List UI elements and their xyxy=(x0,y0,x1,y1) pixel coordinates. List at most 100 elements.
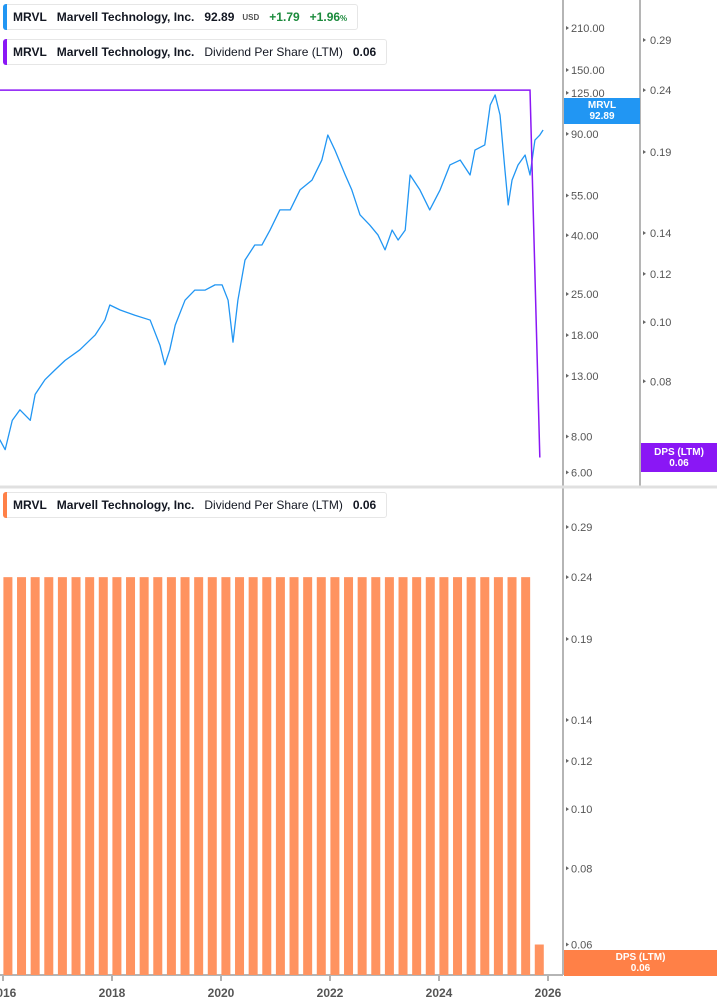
legend-company: Marvell Technology, Inc. xyxy=(56,10,195,24)
tick-marker xyxy=(566,758,569,763)
tick-marker xyxy=(566,68,569,73)
legend-dps-value: 0.06 xyxy=(352,45,377,59)
legend-color-dps xyxy=(3,39,7,65)
dps-tick-label: 0.14 xyxy=(650,228,671,240)
change-pct-value: +1.96 xyxy=(309,10,341,24)
dps-bar xyxy=(357,577,367,975)
tick-marker xyxy=(566,717,569,722)
dps-bar xyxy=(44,577,54,975)
x-tick-label: 2022 xyxy=(317,986,344,1000)
dps-bar xyxy=(153,577,163,975)
dps-tag-label: DPS (LTM) xyxy=(615,952,666,963)
legend-color-price xyxy=(3,4,7,30)
legend-ticker: MRVL xyxy=(13,498,47,512)
legend-currency: USD xyxy=(242,12,260,22)
dps-tick-label: 0.12 xyxy=(650,269,671,281)
plot-area xyxy=(0,89,544,458)
tick-marker xyxy=(643,150,646,155)
bar-axis-tick-label: 0.08 xyxy=(571,863,592,875)
price-tick-label: 8.00 xyxy=(571,431,592,443)
x-tick-label: 2026 xyxy=(535,986,562,1000)
dps-bar xyxy=(480,577,490,975)
dps-bar xyxy=(303,577,313,975)
legend-company: Marvell Technology, Inc. xyxy=(56,498,195,512)
legend-ticker: MRVL xyxy=(13,10,47,24)
bar-axis-tick-label: 0.14 xyxy=(571,715,592,727)
tick-marker xyxy=(643,271,646,276)
dps-bar xyxy=(316,577,326,975)
tick-marker xyxy=(566,90,569,95)
tick-marker xyxy=(566,292,569,297)
price-tick-label: 210.00 xyxy=(571,23,605,35)
x-tick-label: 2024 xyxy=(426,986,453,1000)
dps-bar xyxy=(466,577,476,975)
price-tick-label: 125.00 xyxy=(571,88,605,100)
pct-sign: % xyxy=(340,14,348,23)
legend-dps-value: 0.06 xyxy=(352,498,377,512)
bar-axis-tick-label: 0.06 xyxy=(571,940,592,952)
tick-marker xyxy=(566,866,569,871)
tick-marker xyxy=(643,379,646,384)
tick-marker xyxy=(566,193,569,198)
dps-bar xyxy=(57,577,67,975)
price-tick-label: 6.00 xyxy=(571,467,592,479)
x-tick-label: 2016 xyxy=(0,986,17,1000)
tick-marker xyxy=(566,807,569,812)
tick-marker xyxy=(566,333,569,338)
price-tag: MRVL 92.89 xyxy=(564,98,640,124)
bar-axis-tick-label: 0.29 xyxy=(571,522,592,534)
price-tag-label: MRVL xyxy=(587,100,617,111)
dps-bar xyxy=(330,577,340,975)
dps-tick-label: 0.29 xyxy=(650,35,671,47)
price-tick-label: 55.00 xyxy=(571,190,599,202)
legend-company: Marvell Technology, Inc. xyxy=(56,45,195,59)
dps-bar xyxy=(194,577,204,975)
legend-metric: Dividend Per Share (LTM) xyxy=(204,498,343,512)
dps-tick-label: 0.10 xyxy=(650,317,671,329)
dps-bar xyxy=(180,577,190,975)
dps-bar xyxy=(289,577,299,975)
legend-metric: Dividend Per Share (LTM) xyxy=(204,45,343,59)
tick-marker xyxy=(566,233,569,238)
legend-dps-bottom[interactable]: MRVL Marvell Technology, Inc. Dividend P… xyxy=(3,492,388,518)
price-tick-label: 25.00 xyxy=(571,289,599,301)
dps-bar xyxy=(493,577,503,975)
dps-bar xyxy=(235,577,245,975)
dps-bar xyxy=(207,577,217,975)
tick-marker xyxy=(566,942,569,947)
dps-bar xyxy=(398,577,408,975)
dps-tag-bottom: DPS (LTM) 0.06 xyxy=(564,950,717,976)
price-tick-label: 13.00 xyxy=(571,371,599,383)
price-tick-label: 18.00 xyxy=(571,330,599,342)
price-tick-label: 40.00 xyxy=(571,230,599,242)
dps-bar xyxy=(85,577,95,975)
dps-bar xyxy=(221,577,231,975)
legend-price[interactable]: MRVL Marvell Technology, Inc. 92.89 USD … xyxy=(3,4,359,30)
tick-marker xyxy=(566,434,569,439)
dps-tag-value: 0.06 xyxy=(669,457,689,469)
x-tick-label: 2020 xyxy=(208,986,235,1000)
dps-bar xyxy=(534,944,544,975)
dps-bar xyxy=(507,577,517,975)
legend-change-pct: +1.96% xyxy=(310,10,348,24)
price-line xyxy=(0,94,544,451)
dps-bar xyxy=(371,577,381,975)
legend-change: +1.79 xyxy=(269,10,300,24)
dps-line xyxy=(0,89,541,458)
dps-bar xyxy=(384,577,394,975)
tick-marker xyxy=(566,637,569,642)
tick-marker xyxy=(643,88,646,93)
price-tick-label: 150.00 xyxy=(571,65,605,77)
dps-tick-label: 0.19 xyxy=(650,147,671,159)
tick-marker xyxy=(566,575,569,580)
dps-tick-label: 0.08 xyxy=(650,376,671,388)
legend-dps-top[interactable]: MRVL Marvell Technology, Inc. Dividend P… xyxy=(3,39,388,65)
dps-bar xyxy=(521,577,531,975)
tick-marker xyxy=(566,525,569,529)
dps-bar xyxy=(98,577,108,975)
tick-marker xyxy=(643,38,646,42)
legend-ticker: MRVL xyxy=(13,45,47,59)
bar-axis-tick-label: 0.24 xyxy=(571,572,592,584)
dps-bar xyxy=(412,577,422,975)
